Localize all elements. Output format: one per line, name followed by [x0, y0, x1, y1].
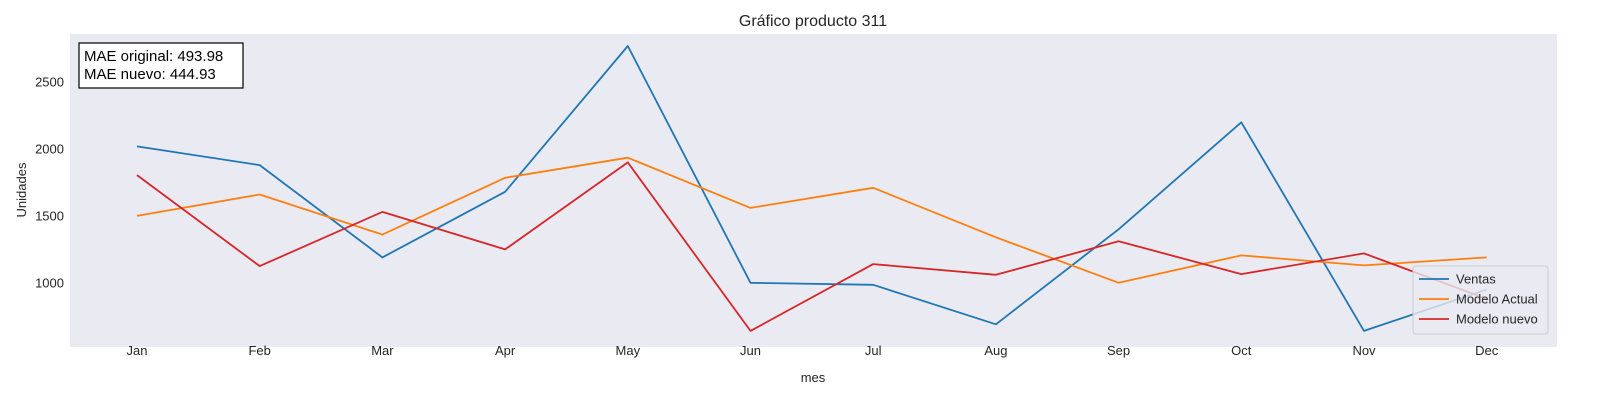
x-tick-label: Apr [495, 343, 516, 358]
legend-label: Ventas [1456, 272, 1496, 287]
series-layer [136, 45, 1488, 332]
x-tick-label: Jun [740, 343, 761, 358]
x-tick-label: Sep [1107, 343, 1130, 358]
mae-nuevo-text: MAE nuevo: 444.93 [84, 66, 216, 83]
chart-title: Gráfico producto 311 [739, 13, 887, 30]
series-line-modelo-nuevo [136, 161, 1488, 332]
x-tick-label: Feb [248, 343, 270, 358]
x-tick-label: Dec [1475, 343, 1499, 358]
y-tick-label: 2500 [35, 75, 64, 90]
x-tick-label: Jan [127, 343, 148, 358]
legend-label: Modelo Actual [1456, 292, 1538, 307]
series-line-modelo-actual [136, 156, 1487, 284]
legend-box [1412, 265, 1549, 335]
x-axis-label: mes [801, 370, 826, 385]
x-tick-label: Nov [1352, 343, 1376, 358]
mae-annotation-box [78, 42, 244, 89]
y-tick-label: 2000 [35, 142, 64, 157]
mae-annotation: MAE original: 493.98 MAE nuevo: 444.93 [78, 42, 244, 89]
x-tick-label: Jul [865, 343, 882, 358]
y-tick-label: 1000 [35, 275, 64, 290]
y-tick-label: 1500 [35, 208, 64, 223]
x-axis-ticks: Jan Feb Mar Apr May Jun Jul Aug Sep Oct Nov Dec [127, 343, 1499, 358]
series-line-ventas [136, 45, 1487, 332]
legend-label: Modelo nuevo [1456, 312, 1538, 327]
y-axis-ticks: 1000 1500 2000 2500 [35, 75, 64, 291]
mae-original-text: MAE original: 493.98 [84, 48, 223, 65]
plot-area [70, 34, 1557, 347]
x-tick-label: Aug [984, 343, 1007, 358]
x-tick-label: May [616, 343, 641, 358]
x-tick-label: Mar [371, 343, 394, 358]
y-axis-label: Unidades [14, 162, 29, 217]
x-tick-label: Oct [1231, 343, 1252, 358]
legend: Ventas Modelo Actual Modelo nuevo [1412, 265, 1549, 335]
